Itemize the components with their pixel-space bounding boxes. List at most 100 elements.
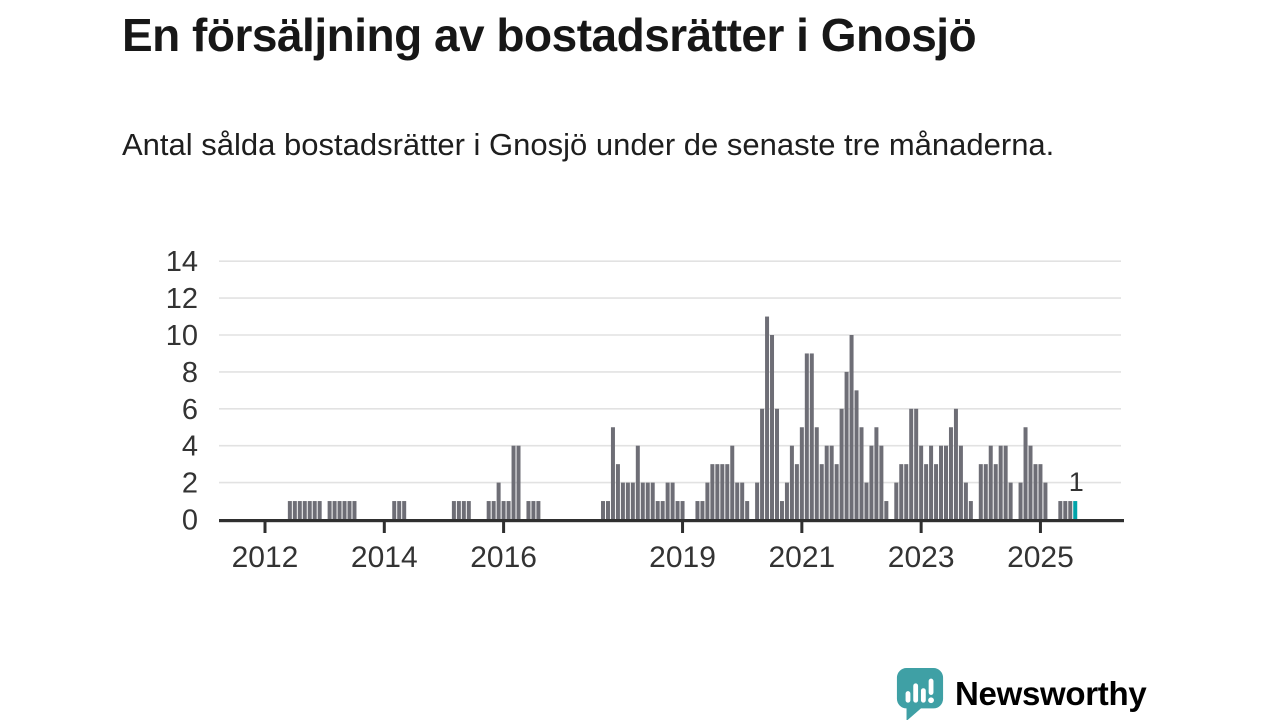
bar [645, 482, 650, 520]
bar [491, 501, 496, 520]
bar [824, 445, 829, 520]
x-axis-line [219, 519, 1124, 523]
bar [1003, 445, 1008, 520]
bar [934, 464, 939, 520]
bar [670, 482, 675, 520]
bar [760, 408, 765, 520]
bar [963, 482, 968, 520]
bar [337, 501, 342, 520]
bar [302, 501, 307, 520]
bar [978, 464, 983, 520]
bar [392, 501, 397, 520]
speech-bubble-shape [896, 668, 944, 720]
x-axis-tick-2025 [1038, 522, 1042, 533]
bar [307, 501, 312, 520]
bar [879, 445, 884, 520]
newsworthy-logo-wordmark: Newsworthy [955, 675, 1147, 712]
bar [914, 408, 919, 520]
bar [506, 501, 511, 520]
bar [625, 482, 630, 520]
bar [1018, 482, 1023, 520]
bar [854, 390, 859, 520]
bar [655, 501, 660, 520]
bar [675, 501, 680, 520]
x-axis-label-2025: 2025 [1007, 541, 1074, 574]
x-axis-tick-2021 [800, 522, 804, 533]
bar [615, 464, 620, 520]
bar [516, 445, 521, 520]
bar [939, 445, 944, 520]
bar [665, 482, 670, 520]
bar [536, 501, 541, 520]
bar [332, 501, 337, 520]
newsworthy-logo: Newsworthy [895, 666, 1147, 720]
bar [943, 445, 948, 520]
bar [919, 445, 924, 520]
bar [884, 501, 889, 520]
bar [909, 408, 914, 520]
bar [849, 335, 854, 520]
bar [397, 501, 402, 520]
x-axis-tick-2019 [681, 522, 685, 533]
bar [1068, 501, 1073, 520]
bar [998, 445, 1003, 520]
x-axis-label-2021: 2021 [768, 541, 835, 574]
last-value-annotation: 1 [1069, 467, 1084, 497]
bar [635, 445, 640, 520]
bar [526, 501, 531, 520]
bar [1058, 501, 1063, 520]
y-axis-label-8: 8 [182, 357, 198, 389]
bar [779, 501, 784, 520]
bar [461, 501, 466, 520]
bar [511, 445, 516, 520]
bar [501, 501, 506, 520]
bar [735, 482, 740, 520]
bar [347, 501, 352, 520]
bar-glyph-tall [913, 683, 919, 703]
bar-glyph-short [905, 691, 911, 703]
bar [451, 501, 456, 520]
bar [814, 427, 819, 520]
bar-glyph-medium [920, 688, 926, 703]
bar [700, 501, 705, 520]
y-axis-label-6: 6 [182, 394, 198, 426]
bar [342, 501, 347, 520]
bar [287, 501, 292, 520]
bar [809, 353, 814, 520]
bar [352, 501, 357, 520]
bar [953, 408, 958, 520]
bar [496, 482, 501, 520]
bar [958, 445, 963, 520]
x-axis-tick-2012 [263, 522, 267, 533]
bar [859, 427, 864, 520]
bar [1023, 427, 1028, 520]
bar [650, 482, 655, 520]
bar [869, 445, 874, 520]
bar [993, 464, 998, 520]
bar [968, 501, 973, 520]
bar [770, 335, 775, 520]
bar [660, 501, 665, 520]
bar [292, 501, 297, 520]
bar [620, 482, 625, 520]
bar [531, 501, 536, 520]
x-axis-label-2019: 2019 [649, 541, 716, 574]
bar [610, 427, 615, 520]
bar [924, 464, 929, 520]
bar [705, 482, 710, 520]
bar [745, 501, 750, 520]
bar [402, 501, 407, 520]
bar [1028, 445, 1033, 520]
bar [864, 482, 869, 520]
bar [605, 501, 610, 520]
bar [794, 464, 799, 520]
y-axis-label-2: 2 [182, 468, 198, 500]
bar [456, 501, 461, 520]
bar [327, 501, 332, 520]
bar [799, 427, 804, 520]
bar [466, 501, 471, 520]
bar [710, 464, 715, 520]
bar [317, 501, 322, 520]
